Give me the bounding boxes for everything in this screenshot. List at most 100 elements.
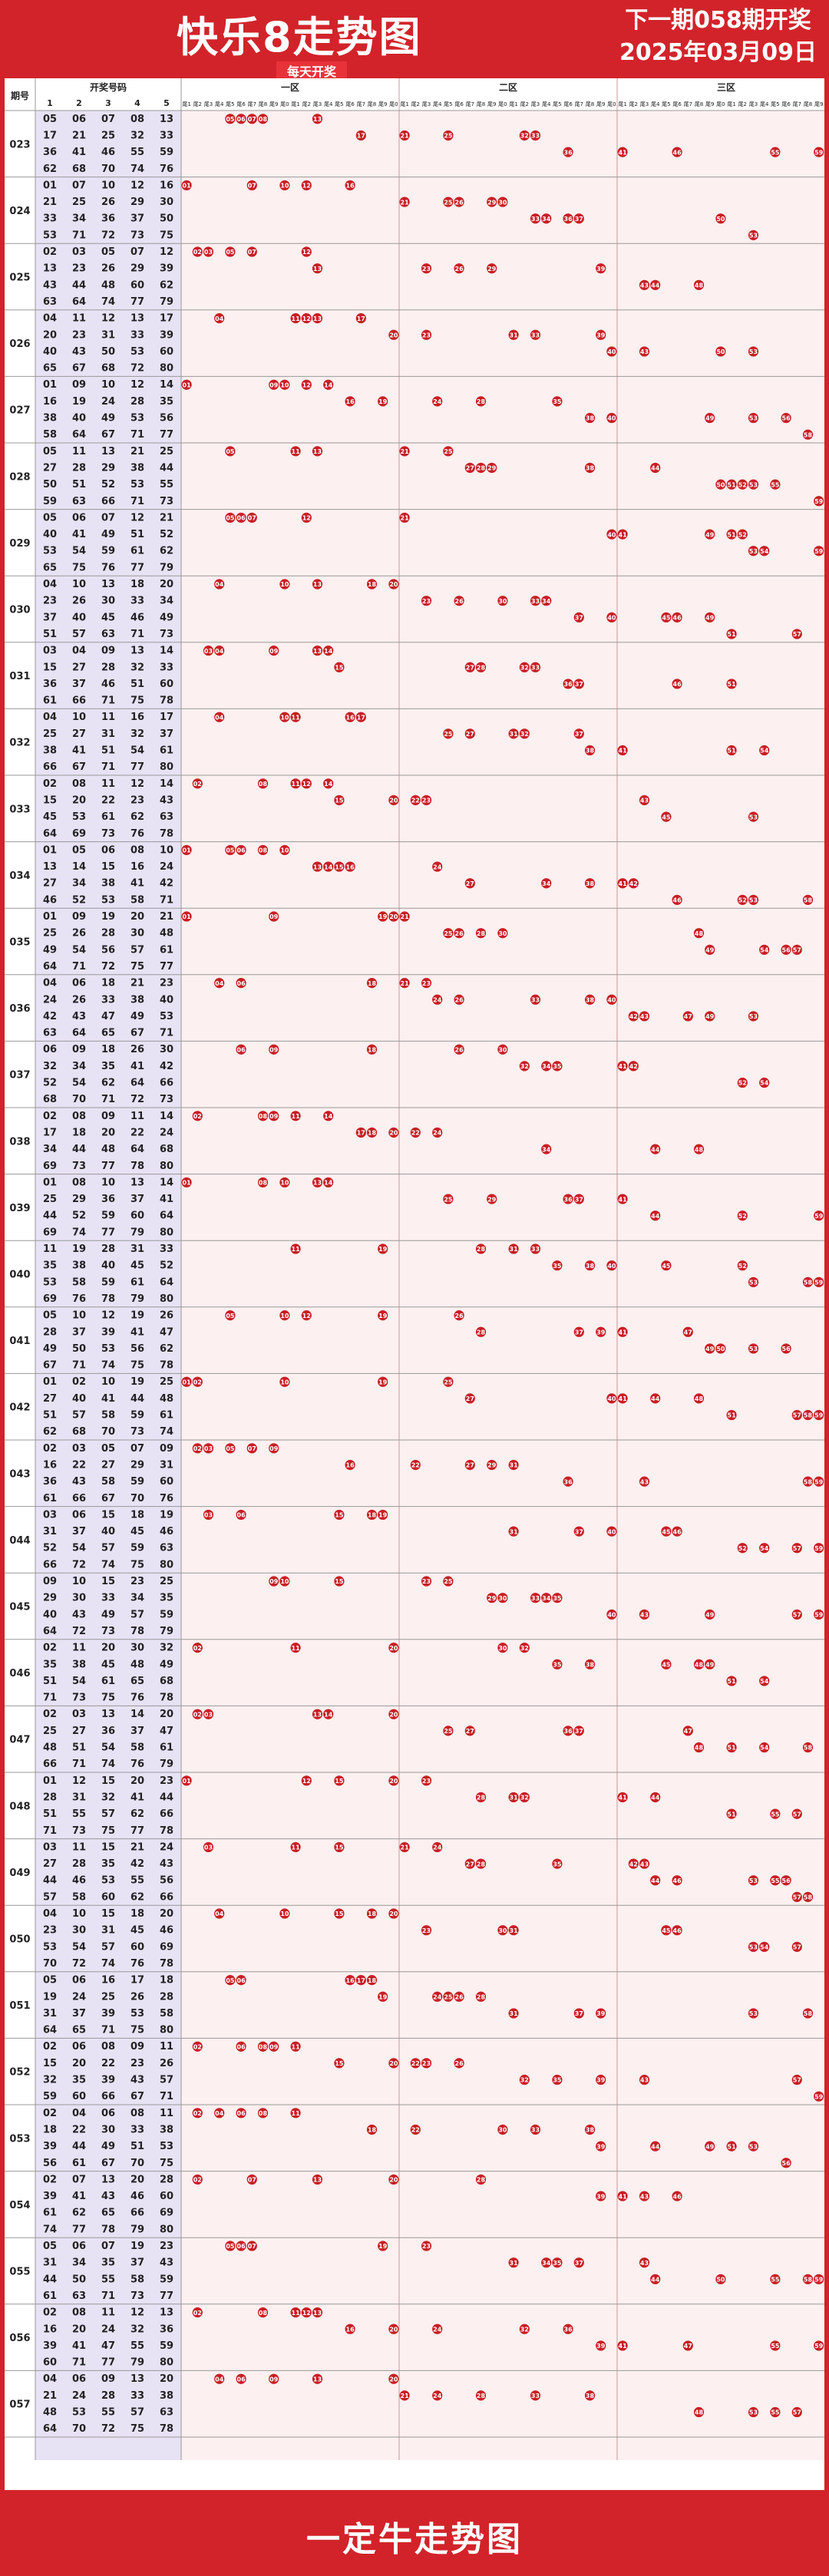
ball-label: 27 — [466, 1861, 474, 1868]
ball-label: 11 — [292, 781, 301, 788]
draw-number: 14 — [160, 1177, 173, 1188]
draw-number: 65 — [101, 2208, 115, 2219]
ball-label: 06 — [237, 2243, 246, 2250]
draw-number: 53 — [101, 1343, 115, 1355]
draw-number: 16 — [130, 861, 144, 873]
ball-label: 36 — [564, 681, 573, 688]
ball — [279, 579, 290, 590]
draw-number: 68 — [160, 1144, 173, 1155]
draw-number: 54 — [72, 1941, 86, 1953]
header-tail: 尾9 — [487, 101, 496, 107]
ball — [464, 1726, 475, 1736]
ball-label: 44 — [651, 1395, 660, 1402]
row-issue: 051 — [9, 2000, 30, 2012]
draw-number: 64 — [43, 1626, 57, 1637]
ball — [301, 2307, 312, 2318]
draw-number: 17 — [160, 313, 173, 325]
ball-label: 28 — [477, 2393, 486, 2399]
ball — [301, 313, 312, 324]
draw-number: 79 — [160, 296, 173, 308]
draw-number: 51 — [43, 1410, 57, 1422]
draw-number: 30 — [160, 197, 173, 208]
draw-number: 13 — [130, 1177, 144, 1188]
ball-label: 25 — [444, 930, 453, 937]
ball-label: 24 — [433, 864, 442, 870]
draw-number: 32 — [101, 1792, 115, 1803]
ball — [705, 1659, 715, 1669]
draw-number: 20 — [43, 329, 57, 341]
draw-number: 18 — [130, 1908, 144, 1920]
draw-number: 11 — [160, 2108, 173, 2119]
ball-label: 14 — [324, 864, 333, 870]
ball-label: 07 — [248, 2243, 256, 2250]
ball-label: 54 — [760, 1545, 769, 1552]
ball-label: 06 — [237, 2110, 246, 2117]
ball-label: 20 — [389, 2060, 398, 2067]
ball-label: 45 — [662, 615, 671, 622]
draw-number: 46 — [72, 1875, 86, 1887]
draw-number: 08 — [130, 2108, 144, 2119]
ball-label: 18 — [368, 980, 377, 987]
ball-label: 23 — [422, 1778, 431, 1785]
ball-label: 13 — [313, 116, 322, 123]
ball — [366, 2124, 378, 2135]
ball — [802, 429, 814, 440]
draw-number: 06 — [72, 1509, 86, 1521]
ball — [802, 1276, 814, 1287]
ball — [606, 346, 617, 357]
ball — [269, 379, 279, 390]
ball-label: 58 — [804, 1412, 813, 1419]
ball — [279, 844, 290, 856]
ball — [464, 878, 475, 889]
ball — [225, 114, 236, 124]
draw-number: 65 — [43, 363, 57, 375]
ball — [290, 1111, 301, 1121]
draw-number: 13 — [101, 1709, 115, 1720]
ball — [388, 1643, 399, 1653]
draw-number: 40 — [43, 346, 57, 358]
draw-number: 41 — [72, 2340, 86, 2352]
header-tail: 尾8 — [259, 101, 267, 107]
ball — [726, 1409, 737, 1421]
draw-number: 08 — [72, 778, 86, 790]
draw-number: 54 — [72, 1078, 86, 1089]
ball — [410, 794, 421, 806]
draw-number: 19 — [160, 1509, 173, 1521]
draw-number: 46 — [101, 679, 115, 690]
ball — [225, 844, 236, 856]
draw-number: 04 — [72, 2108, 86, 2119]
ball — [192, 2307, 203, 2318]
footer-brand: 一定牛走势图 — [306, 2520, 523, 2559]
ball — [791, 1941, 802, 1952]
ball-label: 08 — [259, 2310, 268, 2317]
ball — [269, 1576, 279, 1587]
ball-label: 20 — [389, 581, 398, 588]
ball — [759, 546, 770, 556]
ball-label: 36 — [564, 1478, 573, 1485]
draw-number: 07 — [101, 512, 115, 523]
draw-number: 70 — [130, 2158, 144, 2169]
ball — [770, 2406, 781, 2418]
ball — [301, 1775, 312, 1786]
draw-number: 26 — [101, 263, 115, 275]
ball — [802, 1742, 814, 1753]
draw-number: 16 — [160, 180, 173, 191]
ball-label: 25 — [444, 199, 453, 206]
ball — [366, 1509, 378, 1521]
ball — [269, 2373, 279, 2384]
ball-label: 22 — [411, 1130, 420, 1137]
ball-label: 59 — [814, 548, 824, 555]
next-date: 2025年03月09日 — [619, 39, 817, 66]
ball-label: 58 — [804, 1745, 813, 1752]
ball-label: 37 — [575, 731, 583, 738]
ball — [323, 646, 334, 656]
ball-label: 53 — [749, 2409, 758, 2416]
ball-label: 20 — [389, 1645, 398, 1652]
draw-number: 20 — [72, 2058, 86, 2069]
ball-label: 54 — [760, 748, 769, 755]
ball — [596, 2074, 606, 2086]
ball — [236, 2108, 246, 2119]
draw-number: 29 — [130, 197, 144, 208]
draw-number: 24 — [43, 994, 57, 1006]
ball-label: 48 — [695, 1745, 704, 1752]
